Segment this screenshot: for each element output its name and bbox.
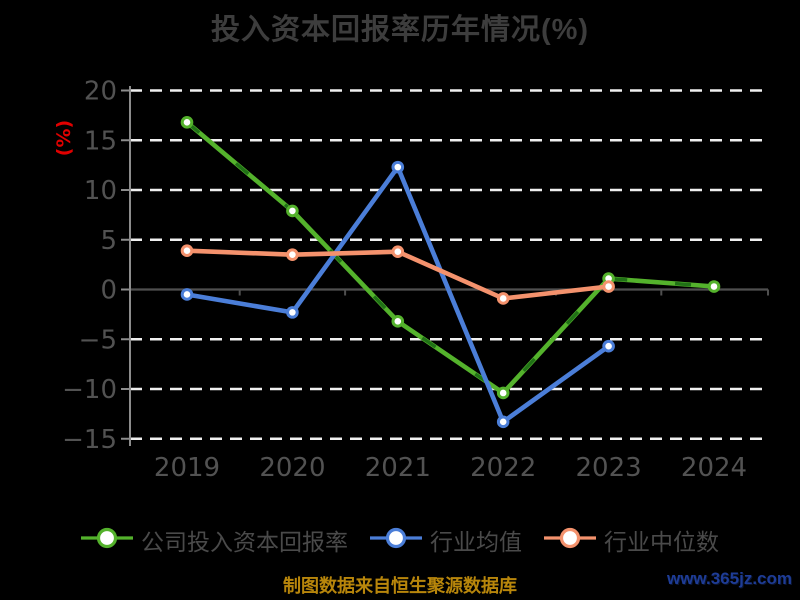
x-tick-label: 2019 — [154, 453, 220, 483]
data-point-marker — [180, 116, 194, 129]
data-point-marker — [391, 160, 405, 174]
legend-marker-blue-icon — [370, 524, 422, 557]
data-point-marker — [707, 280, 721, 293]
chart-title: 投入资本回报率历年情况(%) — [210, 14, 590, 46]
legend-marker-orange-icon — [544, 524, 596, 557]
legend-item-industry-mean: 行业均值 — [370, 523, 522, 557]
y-axis-unit-label: (%) — [53, 120, 75, 156]
legend: 公司投入资本回报率 行业均值 行业中位数 — [0, 519, 800, 561]
y-tick-label: 15 — [84, 126, 117, 156]
series-line — [184, 120, 717, 396]
watermark-link[interactable]: www.365jz.com — [666, 569, 792, 588]
legend-marker-green-icon — [81, 524, 133, 557]
y-tick-label: −15 — [62, 425, 117, 455]
legend-item-industry-median: 行业中位数 — [544, 523, 719, 557]
x-tick-label: 2023 — [576, 453, 642, 483]
data-point-marker — [496, 292, 510, 305]
legend-label-industry-mean: 行业均值 — [430, 529, 522, 555]
y-tick-label: 10 — [84, 176, 117, 206]
data-point-marker — [602, 280, 615, 293]
data-source-note: 制图数据来自恒生聚源数据库 — [283, 576, 517, 596]
legend-label-industry-median: 行业中位数 — [604, 529, 719, 555]
data-point-marker — [286, 248, 299, 261]
y-tick-label: −10 — [62, 375, 117, 405]
plot-area: 20 15 10 5 0 −5 −10 −15 2019 2020 2021 2022 2023 2024… — [53, 77, 769, 483]
legend-item-company-roic: 公司投入资本回报率 — [81, 523, 348, 557]
x-tick-label: 2021 — [365, 453, 431, 483]
data-point-marker — [286, 204, 299, 218]
data-point-marker — [391, 245, 405, 258]
data-point-marker — [286, 306, 299, 319]
legend-swatch-icon — [81, 527, 133, 548]
y-tick-label: 0 — [100, 276, 117, 306]
y-tick-label: 20 — [84, 77, 117, 107]
data-point-marker — [496, 386, 510, 400]
x-tick-label: 2022 — [470, 453, 536, 483]
legend-swatch-icon — [544, 527, 596, 548]
data-point-marker — [391, 315, 405, 328]
legend-label-company-roic: 公司投入资本回报率 — [141, 529, 348, 555]
y-tick-label: −5 — [79, 325, 117, 355]
data-point-marker — [180, 288, 194, 301]
data-point-marker — [496, 415, 510, 429]
legend-swatch-icon — [370, 527, 422, 548]
series-line-dash-overlay — [185, 121, 715, 395]
y-tick-label: 5 — [100, 226, 117, 256]
data-point-marker — [180, 244, 194, 257]
x-tick-label: 2024 — [681, 453, 747, 483]
data-point-marker — [602, 339, 615, 353]
x-tick-label: 2020 — [259, 453, 325, 483]
